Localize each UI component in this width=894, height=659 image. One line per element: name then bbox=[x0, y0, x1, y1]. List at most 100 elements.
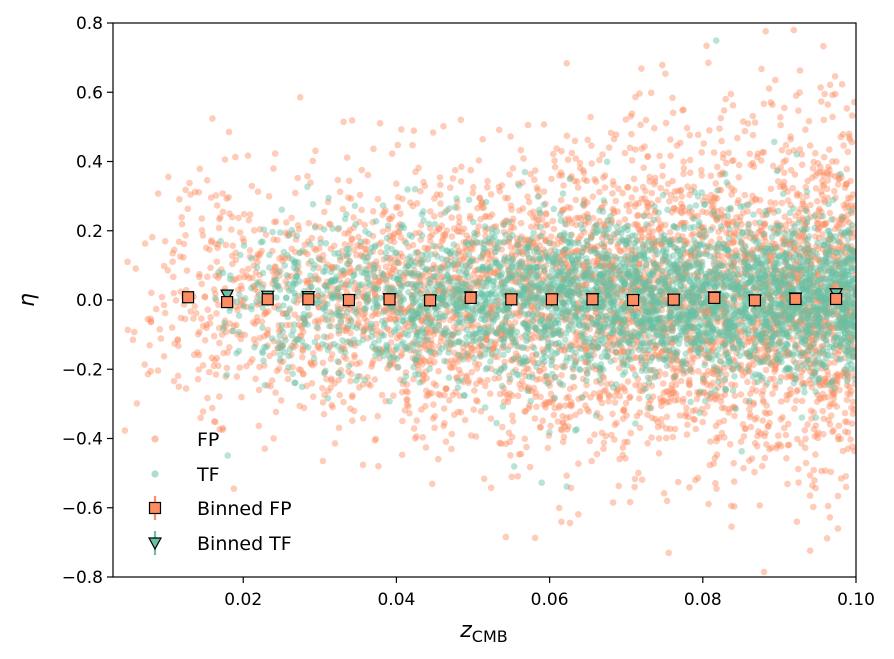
scatter-point bbox=[542, 262, 550, 269]
scatter-point bbox=[772, 76, 779, 84]
scatter-point bbox=[590, 351, 598, 359]
scatter-point bbox=[602, 331, 609, 338]
scatter-point bbox=[734, 279, 742, 286]
scatter-point bbox=[349, 392, 356, 399]
scatter-point bbox=[637, 275, 644, 283]
scatter-point bbox=[274, 302, 282, 310]
scatter-point bbox=[494, 271, 502, 279]
scatter-point bbox=[255, 386, 263, 394]
scatter-point bbox=[843, 180, 850, 187]
scatter-point bbox=[809, 337, 816, 345]
scatter-point bbox=[581, 221, 589, 228]
scatter-point bbox=[211, 357, 218, 364]
scatter-point bbox=[824, 287, 831, 295]
scatter-point bbox=[773, 219, 781, 227]
scatter-point bbox=[190, 351, 198, 359]
scatter-point bbox=[725, 283, 733, 291]
scatter-point bbox=[802, 435, 809, 443]
scatter-point bbox=[822, 321, 830, 329]
scatter-point bbox=[824, 368, 831, 375]
scatter-point bbox=[746, 351, 754, 359]
scatter-point bbox=[730, 302, 737, 309]
scatter-point bbox=[753, 387, 760, 395]
scatter-point bbox=[582, 366, 590, 374]
scatter-point bbox=[563, 221, 570, 228]
scatter-point bbox=[802, 249, 809, 256]
scatter-point bbox=[816, 205, 823, 213]
scatter-point bbox=[720, 308, 728, 316]
scatter-point bbox=[766, 292, 774, 299]
scatter-point bbox=[795, 321, 803, 329]
scatter-point bbox=[687, 293, 695, 300]
scatter-point bbox=[640, 282, 648, 289]
scatter-point bbox=[792, 342, 799, 350]
scatter-point bbox=[284, 375, 292, 383]
scatter-point bbox=[320, 410, 328, 418]
scatter-point bbox=[823, 336, 830, 344]
scatter-point bbox=[578, 292, 585, 300]
scatter-point bbox=[282, 229, 290, 237]
scatter-point bbox=[480, 475, 488, 483]
scatter-point bbox=[542, 237, 550, 245]
scatter-point bbox=[671, 425, 679, 433]
scatter-point bbox=[484, 376, 491, 384]
scatter-point bbox=[721, 391, 729, 399]
scatter-point bbox=[814, 311, 822, 318]
scatter-point bbox=[775, 432, 782, 440]
scatter-point bbox=[596, 156, 603, 164]
scatter-point bbox=[312, 222, 319, 230]
scatter-point bbox=[697, 261, 704, 269]
scatter-point bbox=[157, 335, 165, 342]
scatter-point bbox=[315, 304, 323, 311]
scatter-point bbox=[683, 124, 691, 132]
scatter-point bbox=[849, 246, 856, 254]
scatter-point bbox=[737, 391, 745, 398]
scatter-point bbox=[812, 172, 819, 179]
scatter-point bbox=[359, 415, 367, 422]
scatter-point bbox=[466, 215, 474, 222]
scatter-point bbox=[508, 206, 515, 213]
scatter-point bbox=[350, 407, 358, 415]
scatter-point bbox=[793, 518, 801, 525]
scatter-point bbox=[602, 386, 609, 394]
scatter-point bbox=[547, 247, 555, 254]
scatter-point bbox=[623, 202, 630, 209]
scatter-point bbox=[375, 462, 382, 470]
scatter-point bbox=[356, 359, 364, 366]
scatter-point bbox=[826, 359, 833, 367]
scatter-point bbox=[818, 365, 826, 372]
scatter-point bbox=[842, 483, 850, 491]
scatter-point bbox=[198, 315, 205, 322]
scatter-point bbox=[626, 394, 633, 402]
scatter-point bbox=[643, 275, 651, 283]
scatter-point bbox=[482, 212, 490, 220]
scatter-point bbox=[628, 110, 636, 117]
scatter-point bbox=[589, 273, 597, 280]
scatter-point bbox=[574, 178, 581, 185]
scatter-point bbox=[827, 309, 835, 317]
scatter-point bbox=[588, 142, 595, 149]
scatter-point bbox=[731, 357, 739, 365]
scatter-point bbox=[706, 306, 714, 314]
scatter-point bbox=[809, 323, 817, 330]
scatter-point bbox=[811, 477, 818, 484]
scatter-point bbox=[838, 317, 845, 325]
scatter-point bbox=[555, 504, 563, 512]
scatter-point bbox=[483, 336, 490, 344]
scatter-point bbox=[767, 295, 775, 303]
scatter-point bbox=[698, 172, 706, 179]
scatter-point bbox=[790, 26, 798, 34]
scatter-point bbox=[789, 336, 797, 344]
scatter-point bbox=[836, 314, 843, 322]
scatter-point bbox=[160, 262, 168, 270]
scatter-point bbox=[582, 217, 589, 225]
scatter-point bbox=[132, 265, 139, 272]
scatter-point bbox=[456, 295, 463, 303]
scatter-point bbox=[348, 117, 356, 124]
scatter-point bbox=[640, 164, 647, 171]
scatter-point bbox=[482, 333, 490, 341]
scatter-point bbox=[516, 260, 523, 268]
scatter-point bbox=[520, 155, 527, 162]
scatter-point bbox=[415, 260, 423, 268]
scatter-point bbox=[582, 402, 589, 410]
